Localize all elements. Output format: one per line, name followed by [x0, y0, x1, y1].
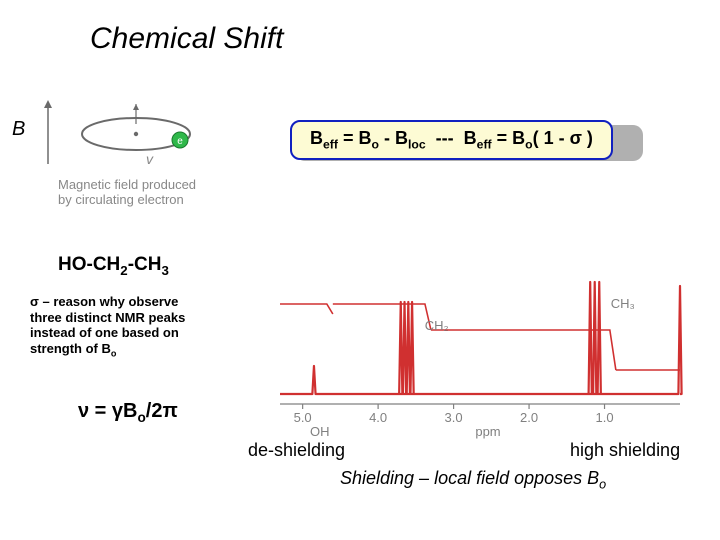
- larmor-equation: ν = γBo/2π: [78, 400, 178, 425]
- electron-orbit-diagram: ev: [36, 92, 206, 172]
- svg-text:ppm: ppm: [475, 424, 500, 439]
- deshielding-label: de-shielding: [248, 440, 345, 461]
- sigma-explanation: σ – reason why observethree distinct NMR…: [30, 294, 185, 359]
- svg-text:2.0: 2.0: [520, 410, 538, 425]
- svg-text:CH₂: CH₂: [425, 318, 449, 333]
- molecule-formula: HO-CH2-CH3: [58, 254, 169, 278]
- svg-text:1.0: 1.0: [595, 410, 613, 425]
- electron-diagram-caption: Magnetic field produced by circulating e…: [58, 178, 196, 208]
- high-shielding-label: high shielding: [570, 440, 680, 461]
- b-axis-label: B: [12, 118, 25, 141]
- svg-text:OH: OH: [310, 424, 330, 439]
- shielding-caption: Shielding – local field opposes Bo: [340, 468, 606, 492]
- slide-title: Chemical Shift: [90, 22, 283, 56]
- svg-text:e: e: [177, 136, 183, 147]
- svg-text:4.0: 4.0: [369, 410, 387, 425]
- equation-box: Beff = Bo - Bloc --- Beff = Bo( 1 - σ ): [290, 120, 613, 160]
- svg-text:v: v: [146, 151, 154, 167]
- svg-text:3.0: 3.0: [445, 410, 463, 425]
- svg-text:CH₃: CH₃: [611, 296, 635, 311]
- nmr-spectrum: 5.04.03.02.01.0ppmOHCH₂CH₃TMS: [240, 270, 690, 440]
- svg-text:5.0: 5.0: [294, 410, 312, 425]
